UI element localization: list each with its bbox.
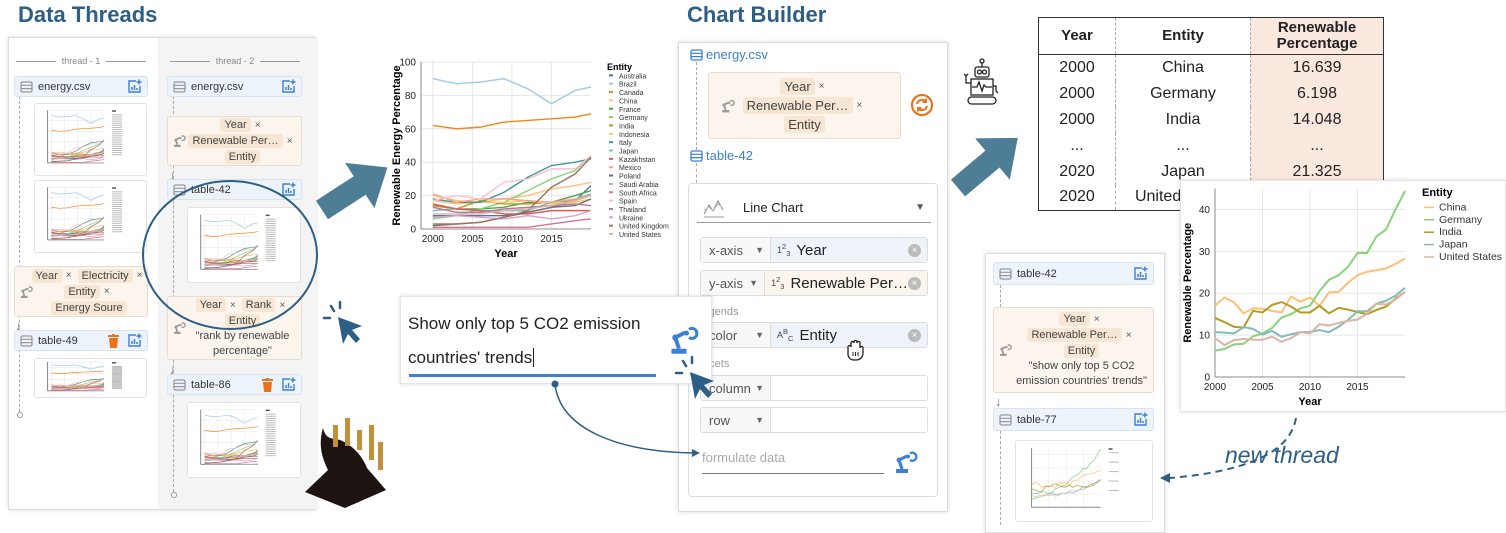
gold-bar (378, 442, 383, 470)
data-formulator-logo (305, 418, 386, 508)
prompt-connector-arrow (555, 384, 694, 453)
legend-item-mark (1109, 471, 1119, 472)
gold-bar (345, 418, 350, 446)
thumbnail-plot (1032, 448, 1119, 507)
antenna (980, 59, 984, 63)
gold-bar (333, 425, 338, 447)
gold-bar (369, 425, 374, 460)
arrowhead (692, 449, 700, 457)
legend-item-mark (1109, 462, 1119, 463)
robot-eye (978, 70, 982, 74)
robot-treads (968, 97, 996, 104)
click-cursor-icon (676, 357, 714, 399)
cursor-arrow (690, 372, 714, 399)
arrowhead (1160, 473, 1170, 483)
new-thread-dashed-arrow (1170, 418, 1296, 478)
ai-agent-robot-icon (964, 59, 998, 104)
legend-title-mark (1109, 448, 1113, 450)
click-lines (676, 357, 692, 373)
robot-eye (983, 70, 987, 74)
legend-item-mark (1109, 452, 1119, 453)
gold-bar (357, 430, 362, 450)
legend-item-mark (1109, 481, 1119, 482)
legend-item-mark (1109, 490, 1119, 491)
